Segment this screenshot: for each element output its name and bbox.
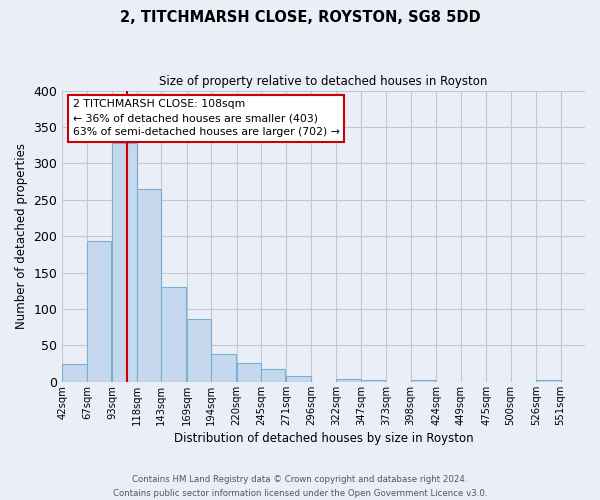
Bar (286, 376, 311, 382)
Text: Contains HM Land Registry data © Crown copyright and database right 2024.
Contai: Contains HM Land Registry data © Crown c… (113, 476, 487, 498)
Bar (137, 189, 161, 382)
Title: Size of property relative to detached houses in Royston: Size of property relative to detached ho… (160, 75, 488, 88)
Bar (236, 363, 261, 382)
Bar (62, 364, 87, 382)
X-axis label: Distribution of detached houses by size in Royston: Distribution of detached houses by size … (174, 432, 473, 445)
Bar (411, 380, 435, 382)
Bar (361, 380, 385, 382)
Bar (337, 379, 361, 382)
Bar (536, 380, 560, 382)
Bar (112, 143, 137, 382)
Bar (87, 242, 111, 382)
Bar (211, 354, 236, 382)
Y-axis label: Number of detached properties: Number of detached properties (15, 143, 28, 329)
Bar (187, 318, 211, 382)
Bar (161, 287, 185, 382)
Text: 2, TITCHMARSH CLOSE, ROYSTON, SG8 5DD: 2, TITCHMARSH CLOSE, ROYSTON, SG8 5DD (119, 10, 481, 25)
Bar (261, 369, 286, 382)
Text: 2 TITCHMARSH CLOSE: 108sqm
← 36% of detached houses are smaller (403)
63% of sem: 2 TITCHMARSH CLOSE: 108sqm ← 36% of deta… (73, 100, 340, 138)
